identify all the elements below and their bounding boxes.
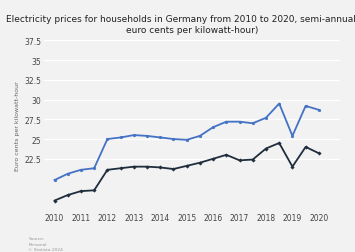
Y-axis label: Euro cents per kilowatt-hour: Euro cents per kilowatt-hour — [15, 81, 20, 170]
Text: Source:
Personal
© Statista 2024: Source: Personal © Statista 2024 — [28, 236, 63, 251]
Title: Electricity prices for households in Germany from 2010 to 2020, semi-annually (i: Electricity prices for households in Ger… — [6, 15, 355, 35]
